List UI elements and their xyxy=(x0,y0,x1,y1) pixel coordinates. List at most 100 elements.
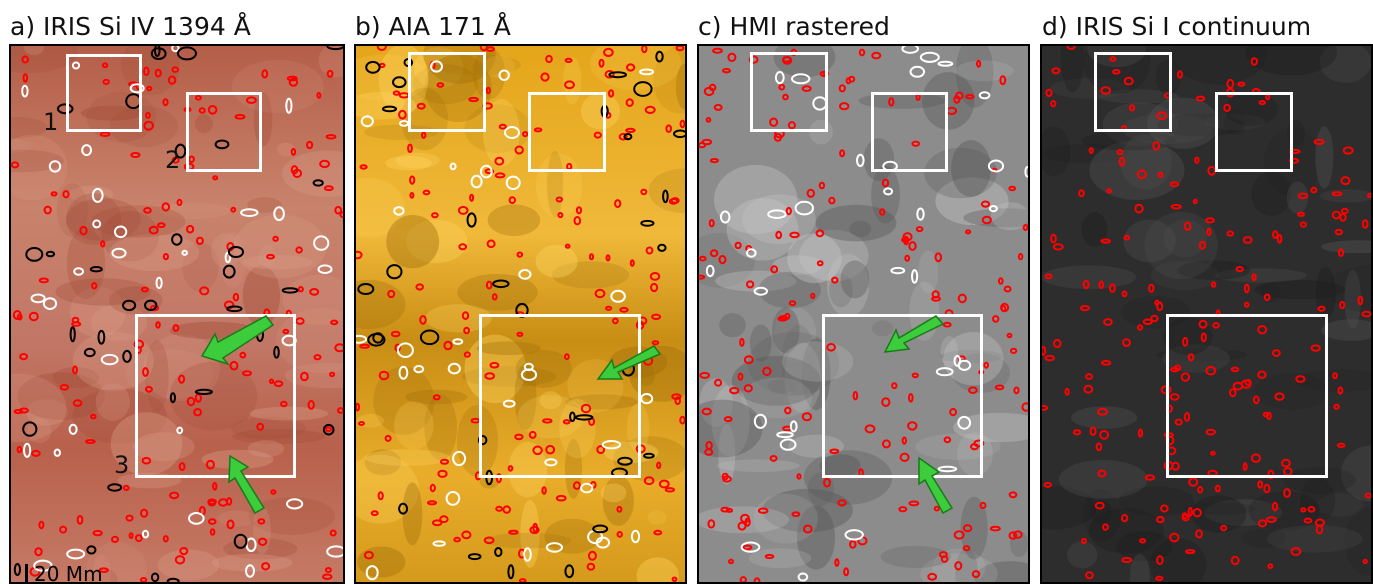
red-contour xyxy=(1085,373,1093,380)
red-contour xyxy=(495,505,504,512)
black-contour xyxy=(45,250,56,258)
black-contour xyxy=(386,264,403,280)
texture-patch xyxy=(386,215,440,269)
red-contour xyxy=(316,92,322,99)
red-contour xyxy=(514,145,524,155)
black-contour xyxy=(25,247,44,262)
texture-patch xyxy=(464,104,531,153)
black-contour xyxy=(640,219,655,227)
red-contour xyxy=(1154,299,1160,306)
texture-patch xyxy=(990,202,1028,231)
red-contour xyxy=(453,536,461,543)
red-contour xyxy=(407,143,413,154)
white-contour xyxy=(601,440,622,450)
texture-patch xyxy=(66,198,141,242)
red-contour xyxy=(605,254,611,262)
red-contour xyxy=(891,382,898,390)
black-contour xyxy=(592,524,609,534)
red-contour xyxy=(815,229,825,238)
red-contour xyxy=(218,498,229,507)
red-contour xyxy=(34,547,43,557)
texture-patch xyxy=(1223,110,1247,135)
red-contour xyxy=(193,408,203,417)
red-contour xyxy=(485,86,491,95)
white-contour xyxy=(313,235,330,251)
texture-patch xyxy=(90,568,118,582)
white-contour xyxy=(317,264,333,274)
red-contour xyxy=(989,525,1001,532)
black-contour xyxy=(69,326,76,343)
red-contour xyxy=(198,107,206,114)
texture-patch xyxy=(363,124,439,140)
red-contour xyxy=(378,370,390,381)
red-contour xyxy=(101,62,109,69)
red-contour xyxy=(141,456,152,465)
red-contour xyxy=(1180,372,1191,382)
texture-patch xyxy=(472,47,506,100)
texture-patch xyxy=(55,278,151,306)
texture-patch xyxy=(922,72,975,130)
red-contour xyxy=(212,482,218,491)
black-contour xyxy=(177,46,197,61)
red-contour xyxy=(72,365,78,375)
white-contour xyxy=(523,547,532,562)
red-contour xyxy=(954,561,963,571)
white-contour xyxy=(432,540,446,547)
red-contour xyxy=(1157,171,1164,178)
red-contour xyxy=(888,97,895,107)
red-contour xyxy=(965,94,975,100)
red-contour xyxy=(319,159,331,169)
red-contour xyxy=(1334,228,1343,236)
red-contour xyxy=(1331,191,1343,197)
black-contour xyxy=(56,103,74,115)
red-contour xyxy=(594,288,606,299)
red-contour xyxy=(557,212,564,219)
red-contour xyxy=(734,241,742,250)
red-contour xyxy=(1187,353,1195,362)
red-contour xyxy=(901,436,908,445)
red-contour xyxy=(98,567,109,574)
black-contour xyxy=(150,47,167,60)
red-contour xyxy=(1008,531,1018,540)
red-contour xyxy=(1276,234,1283,244)
red-contour xyxy=(174,555,186,565)
red-contour xyxy=(864,424,876,434)
red-contour xyxy=(16,313,23,321)
red-contour xyxy=(1340,176,1351,186)
red-contour xyxy=(356,250,363,260)
white-contour xyxy=(452,338,464,346)
texture-patch xyxy=(1087,46,1147,68)
red-contour xyxy=(739,337,745,347)
red-contour xyxy=(38,520,45,530)
red-contour xyxy=(791,511,801,518)
red-contour xyxy=(971,570,981,579)
red-contour xyxy=(143,66,150,77)
white-contour xyxy=(23,442,32,458)
red-contour xyxy=(704,448,714,456)
red-contour xyxy=(1066,46,1076,50)
texture-patch xyxy=(405,389,468,405)
white-contour xyxy=(545,542,563,553)
red-contour xyxy=(839,102,850,111)
red-contour xyxy=(1123,234,1131,241)
black-contour xyxy=(655,50,664,63)
texture-patch xyxy=(1245,46,1337,76)
red-contour xyxy=(1195,529,1203,539)
white-contour xyxy=(630,529,641,544)
red-contour xyxy=(1361,310,1371,318)
texture-patch xyxy=(1170,46,1267,85)
red-contour xyxy=(1210,281,1217,288)
red-contour xyxy=(443,340,453,351)
white-contour xyxy=(937,465,958,473)
texture-patch xyxy=(275,308,343,374)
texture-patch xyxy=(1315,126,1334,189)
texture-patch xyxy=(145,340,169,412)
region-box-1 xyxy=(750,52,828,132)
black-contour xyxy=(569,411,576,423)
black-contour xyxy=(171,233,183,246)
red-contour xyxy=(668,198,679,205)
red-contour xyxy=(879,208,886,216)
red-contour xyxy=(1174,418,1183,426)
texture-patch xyxy=(758,271,821,309)
red-contour xyxy=(1266,411,1272,421)
